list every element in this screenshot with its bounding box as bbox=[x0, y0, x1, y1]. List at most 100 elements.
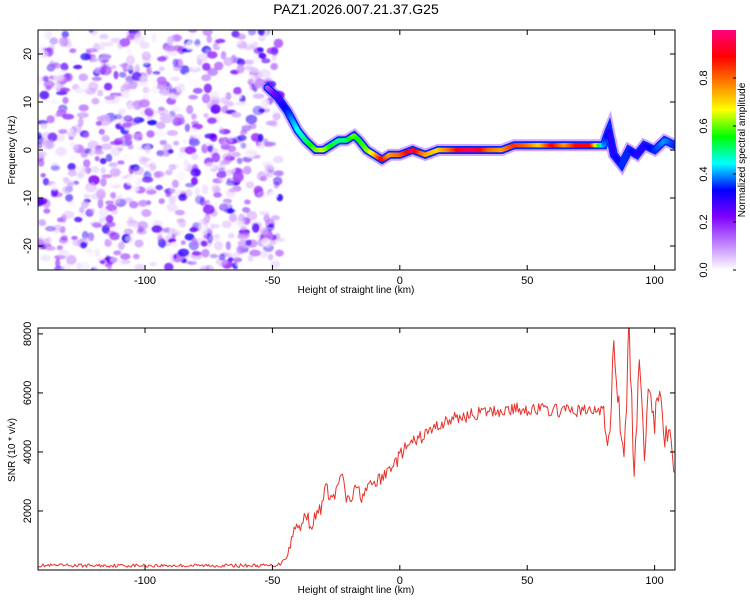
noise-blob bbox=[224, 100, 234, 108]
noise-blob bbox=[273, 38, 284, 48]
noise-blob bbox=[141, 176, 154, 183]
noise-blob bbox=[122, 153, 131, 163]
noise-blob bbox=[220, 91, 227, 98]
noise-blob bbox=[191, 152, 199, 161]
noise-blob bbox=[132, 166, 144, 175]
noise-blob bbox=[159, 93, 166, 101]
noise-blob bbox=[82, 132, 90, 138]
spectrogram-xlabel: Height of straight line (km) bbox=[298, 285, 415, 296]
noise-blob bbox=[197, 175, 206, 183]
x-tick-label: -50 bbox=[264, 575, 280, 587]
noise-blob bbox=[83, 193, 91, 199]
noise-blob bbox=[188, 94, 199, 100]
noise-blob bbox=[100, 143, 112, 150]
noise-blob bbox=[99, 260, 106, 265]
noise-blob bbox=[58, 250, 70, 260]
noise-blob bbox=[104, 238, 112, 247]
noise-blob bbox=[231, 252, 240, 260]
noise-blob bbox=[128, 30, 139, 34]
noise-blob bbox=[94, 156, 100, 162]
noise-blob bbox=[150, 156, 162, 166]
noise-blob bbox=[147, 119, 157, 126]
noise-blob bbox=[174, 209, 185, 216]
noise-blob bbox=[134, 263, 146, 270]
noise-blob bbox=[188, 30, 198, 33]
noise-blob bbox=[132, 133, 145, 139]
colorbar-scale bbox=[712, 30, 736, 270]
noise-blob bbox=[241, 107, 250, 113]
noise-blob bbox=[38, 197, 48, 205]
snr-ylabel: SNR (10 * v/v) bbox=[7, 418, 18, 482]
noise-blob bbox=[105, 62, 115, 67]
noise-blob bbox=[170, 76, 181, 82]
noise-blob bbox=[40, 173, 46, 178]
noise-blob bbox=[62, 210, 75, 219]
noise-blob bbox=[228, 257, 234, 262]
noise-blob bbox=[215, 38, 226, 44]
noise-blob bbox=[149, 262, 157, 267]
noise-blob bbox=[229, 213, 238, 223]
noise-blob bbox=[168, 163, 176, 171]
noise-blob bbox=[268, 191, 278, 199]
noise-blob bbox=[134, 239, 144, 248]
noise-blob bbox=[52, 58, 63, 63]
noise-blob bbox=[50, 182, 60, 191]
noise-blob bbox=[113, 250, 122, 256]
colorbar-tick-label: 0.2 bbox=[698, 214, 710, 229]
colorbar-tick-label: 0.4 bbox=[698, 166, 710, 181]
noise-blob bbox=[237, 262, 246, 268]
noise-blob bbox=[261, 98, 269, 109]
noise-blob bbox=[258, 108, 265, 113]
noise-blob bbox=[256, 47, 264, 52]
noise-blob bbox=[154, 171, 165, 178]
noise-blob bbox=[103, 82, 113, 91]
noise-blob bbox=[184, 233, 195, 241]
noise-blob bbox=[55, 224, 63, 231]
noise-blob bbox=[202, 62, 211, 71]
noise-blob bbox=[182, 138, 188, 145]
noise-blob bbox=[185, 182, 196, 188]
noise-blob bbox=[259, 175, 268, 182]
noise-blob bbox=[166, 130, 179, 136]
noise-region bbox=[38, 30, 286, 270]
noise-blob bbox=[201, 248, 210, 258]
noise-blob bbox=[38, 120, 48, 125]
noise-blob bbox=[90, 221, 102, 227]
x-tick-label: 0 bbox=[397, 275, 403, 287]
noise-blob bbox=[133, 116, 144, 124]
noise-blob bbox=[57, 217, 64, 223]
noise-blob bbox=[191, 251, 202, 256]
noise-blob bbox=[105, 153, 113, 162]
noise-blob bbox=[108, 162, 119, 168]
noise-blob bbox=[157, 108, 169, 115]
noise-blob bbox=[94, 252, 101, 258]
noise-blob bbox=[257, 30, 265, 36]
noise-blob bbox=[77, 112, 89, 118]
noise-blob bbox=[191, 177, 199, 185]
noise-blob bbox=[108, 179, 118, 187]
y-tick-label: 8000 bbox=[22, 322, 34, 346]
noise-blob bbox=[123, 115, 133, 122]
noise-blob bbox=[227, 169, 233, 176]
noise-blob bbox=[170, 106, 182, 113]
noise-blob bbox=[38, 48, 45, 58]
noise-blob bbox=[38, 219, 47, 227]
noise-blob bbox=[72, 239, 80, 247]
noise-blob bbox=[171, 179, 179, 188]
noise-blob bbox=[63, 180, 76, 185]
noise-blob bbox=[249, 67, 262, 74]
noise-blob bbox=[99, 34, 109, 40]
noise-blob bbox=[109, 167, 121, 177]
noise-blob bbox=[99, 41, 105, 51]
noise-blob bbox=[87, 140, 99, 150]
noise-blob bbox=[127, 222, 135, 227]
noise-blob bbox=[204, 264, 214, 270]
noise-blob bbox=[125, 175, 138, 186]
noise-blob bbox=[61, 202, 69, 208]
noise-blob bbox=[259, 227, 269, 235]
noise-blob bbox=[101, 174, 113, 179]
noise-blob bbox=[66, 131, 77, 138]
noise-blob bbox=[236, 157, 243, 164]
noise-blob bbox=[165, 45, 177, 52]
